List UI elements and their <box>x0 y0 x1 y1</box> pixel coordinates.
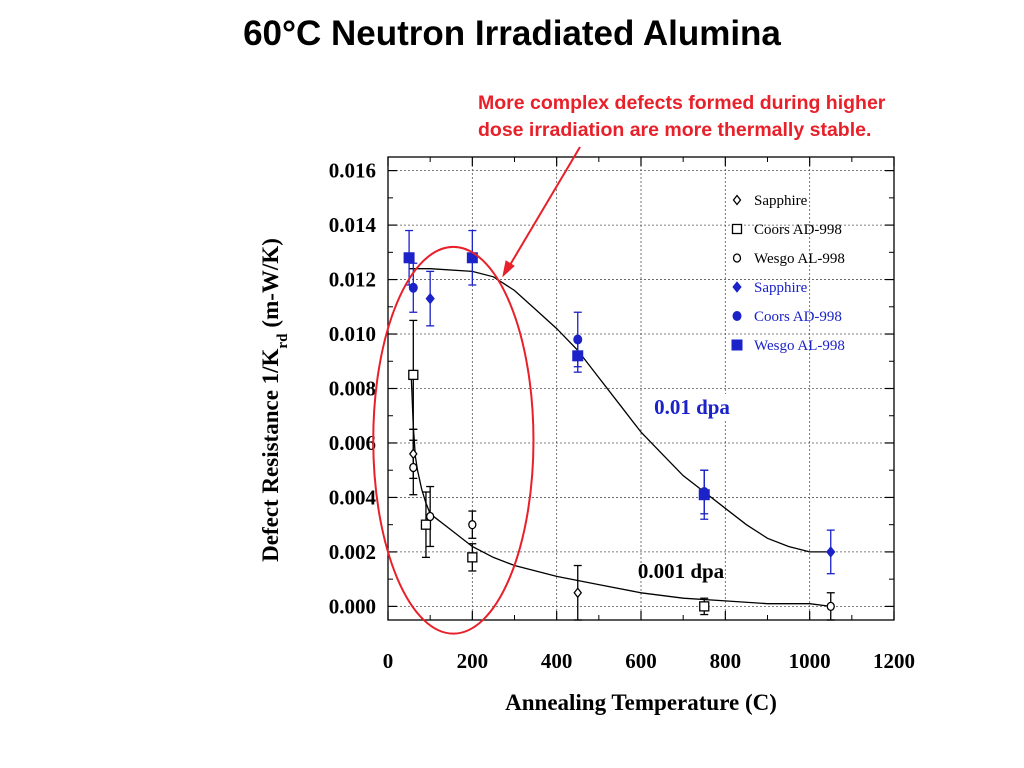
callout-line-1: More complex defects formed during highe… <box>478 92 886 114</box>
fit-curve <box>410 374 831 608</box>
x-tick-label: 0 <box>383 649 394 673</box>
curve-label-bg <box>642 394 742 420</box>
y-tick-label: 0.000 <box>329 594 376 618</box>
data-point <box>732 253 742 263</box>
data-point <box>409 462 418 473</box>
data-point <box>426 511 435 522</box>
y-tick-label: 0.002 <box>329 540 376 564</box>
data-point <box>408 369 419 381</box>
data-point <box>826 601 835 612</box>
data-point <box>732 281 742 293</box>
legend-label: Sapphire <box>754 280 808 296</box>
data-point <box>732 311 742 321</box>
y-axis-title-group: Defect Resistance 1/Krd (m-W/K) <box>258 238 291 562</box>
legend-label: Wesgo AL-998 <box>754 338 845 354</box>
y-tick-label: 0.016 <box>329 159 376 183</box>
y-axis-title-units: (m-W/K) <box>258 238 283 327</box>
y-tick-label: 0.012 <box>329 268 376 292</box>
highlight-ellipse <box>372 245 535 635</box>
data-point <box>699 601 710 612</box>
legend: Sapphire Coors AD-998 Wesgo AL-998 Sapphire… <box>731 193 845 354</box>
y-tick-label: 0.010 <box>329 322 376 346</box>
data-point <box>572 350 584 362</box>
data-point <box>826 546 836 558</box>
y-axis-title-sub: rd <box>275 333 291 349</box>
y-tick-label: 0.014 <box>329 213 377 237</box>
y-tick-label: 0.008 <box>329 377 376 401</box>
data-point <box>425 292 435 305</box>
data-point <box>698 489 710 501</box>
x-axis-title: Annealing Temperature (C) <box>505 690 777 715</box>
data-point <box>573 587 583 599</box>
data-point <box>408 448 418 460</box>
x-tick-label: 600 <box>625 649 657 673</box>
data-point <box>467 552 478 563</box>
curve-label: 0.01 dpa <box>654 395 730 419</box>
legend-label: Coors AD-998 <box>754 309 842 325</box>
callout-text: More complex defects formed during highe… <box>478 90 978 144</box>
data-point <box>573 334 583 345</box>
x-tick-label: 800 <box>710 649 742 673</box>
y-axis-title: Defect Resistance 1/Krd (m-W/K) <box>258 238 291 562</box>
data-point <box>732 194 742 206</box>
callout-arrow <box>506 146 581 271</box>
data-point <box>420 519 432 530</box>
legend-label: Sapphire <box>754 193 808 209</box>
x-tick-label: 400 <box>541 649 573 673</box>
x-tick-label: 1200 <box>873 649 915 673</box>
data-point <box>731 223 743 235</box>
callout-arrowhead <box>502 260 515 278</box>
y-tick-label: 0.004 <box>329 485 377 509</box>
curve-label: 0.001 dpa <box>638 559 725 583</box>
y-tick-label: 0.006 <box>329 431 376 455</box>
y-axis-title-main: Defect Resistance 1/K <box>258 348 283 561</box>
legend-label: Wesgo AL-998 <box>754 251 845 267</box>
callout-line-2: dose irradiation are more thermally stab… <box>478 119 872 141</box>
data-point <box>731 339 743 351</box>
x-tick-label: 200 <box>457 649 489 673</box>
x-tick-label: 1000 <box>789 649 831 673</box>
data-point <box>468 520 477 530</box>
data-point <box>403 252 415 264</box>
data-point <box>408 282 418 293</box>
legend-label: Coors AD-998 <box>754 222 842 238</box>
slide-title: 60°C Neutron Irradiated Alumina <box>243 14 781 53</box>
